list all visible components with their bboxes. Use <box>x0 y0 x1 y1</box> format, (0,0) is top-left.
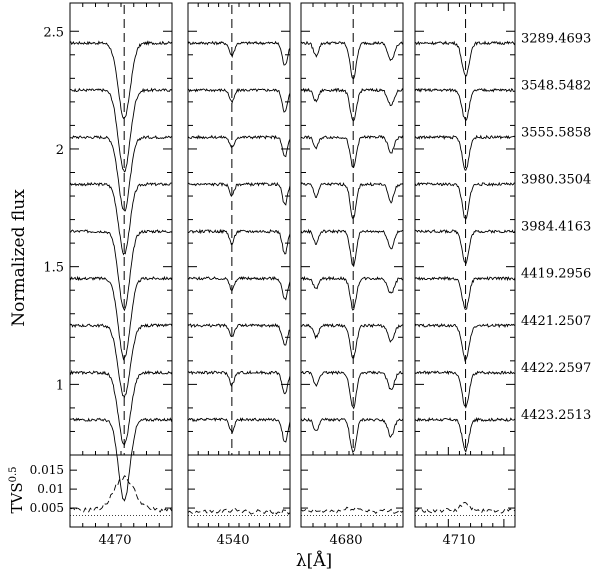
tvs-curve-4470 <box>69 475 173 513</box>
spectrum-3289.4693-4710 <box>414 40 516 78</box>
spectrum-3555.5858-4680 <box>300 135 404 168</box>
spectrum-4419.2956-4540 <box>187 276 291 301</box>
y-tick-label: 2 <box>56 143 64 158</box>
tvs-curve-4710 <box>414 501 516 514</box>
y-tick-label: 2.5 <box>43 25 64 40</box>
spectrum-4419.2956-4470 <box>69 275 173 361</box>
x-tick-label-4680: 4680 <box>329 533 362 548</box>
tvs-frame-4710 <box>414 454 516 528</box>
spectrum-3555.5858-4470 <box>69 135 173 212</box>
tvs-curve-4680 <box>300 506 404 514</box>
tvs-frame-4680 <box>300 454 404 528</box>
spectrum-3980.3504-4680 <box>300 181 404 220</box>
spectrum-4419.2956-4680 <box>300 275 404 311</box>
spectrum-3984.4163-4680 <box>300 228 404 268</box>
spectrum-4421.2507-4470 <box>69 323 173 399</box>
tvs-frame-4470 <box>69 454 173 528</box>
tvs-frame-4540 <box>187 454 291 528</box>
epoch-label: 3548.5482 <box>521 78 591 93</box>
spectrum-3555.5858-4540 <box>187 134 291 158</box>
tvs-y-tick-label: 0.01 <box>37 482 64 496</box>
epoch-label: 3289.4693 <box>521 31 591 46</box>
epoch-label: 3984.4163 <box>521 220 591 235</box>
spectrum-3984.4163-4470 <box>70 229 173 312</box>
panel-frame-4710 <box>414 2 516 456</box>
spectrum-3289.4693-4680 <box>300 40 404 80</box>
spectrum-4421.2507-4710 <box>414 322 516 362</box>
spectrum-3980.3504-4540 <box>187 181 291 206</box>
tvs-y-tick-label: 0.005 <box>30 501 64 515</box>
tvs-y-tick-label: 0.015 <box>30 463 64 477</box>
x-tick-label-4710: 4710 <box>442 533 475 548</box>
panels-group: 4470 4540 4680 4710 2.5 2 1.5 1 0.015 0.01 0.005 <box>30 2 516 548</box>
spectrum-3548.5482-4470 <box>69 87 173 173</box>
epoch-label: 4419.2956 <box>521 267 591 282</box>
spectrum-4422.2597-4540 <box>187 370 291 395</box>
spectrum-3548.5482-4540 <box>187 87 291 113</box>
spectrum-3984.4163-4710 <box>414 229 516 266</box>
spectrum-4422.2597-4680 <box>300 370 404 410</box>
spectrum-3548.5482-4710 <box>414 87 516 122</box>
spectrum-3980.3504-4470 <box>69 181 173 256</box>
spectrum-4422.2597-4470 <box>69 369 173 446</box>
tvs-curve-4540 <box>187 507 291 515</box>
spectrum-3289.4693-4470 <box>69 40 173 120</box>
spectrum-4423.2513-4680 <box>300 417 404 453</box>
epoch-label: 4423.2513 <box>521 408 591 423</box>
spectrum-4423.2513-4540 <box>187 417 291 443</box>
tvs-label-exponent: 0.5 <box>8 466 19 482</box>
y-tick-label: 1.5 <box>43 261 64 276</box>
y-axis-label-tvs: TVS0.5 <box>8 466 26 513</box>
panel-frame-4680 <box>300 2 404 456</box>
x-tick-label-4540: 4540 <box>216 533 249 548</box>
epoch-label: 4422.2597 <box>521 361 591 376</box>
spectrum-4423.2513-4710 <box>414 416 516 453</box>
epoch-labels: 3289.4693 3548.5482 3555.5858 3980.3504 3984… <box>521 31 591 423</box>
spectrum-4422.2597-4710 <box>414 370 516 409</box>
spectrum-3555.5858-4710 <box>414 134 516 171</box>
epoch-label: 4421.2507 <box>521 314 591 329</box>
y-tick-label: 1 <box>56 378 64 393</box>
spectrum-4423.2513-4470 <box>69 417 173 502</box>
spectrum-3980.3504-4710 <box>414 181 516 220</box>
tvs-label-text: TVS <box>8 482 26 513</box>
epoch-label: 3980.3504 <box>521 173 591 188</box>
panel-frame-4540 <box>187 2 291 456</box>
spectrum-3984.4163-4540 <box>187 228 291 255</box>
x-tick-label-4470: 4470 <box>98 533 131 548</box>
spectrum-4421.2507-4680 <box>300 323 404 359</box>
spectrum-3289.4693-4540 <box>187 40 291 66</box>
x-axis-label: λ[Å] <box>296 550 332 571</box>
spectrum-3548.5482-4680 <box>300 87 404 122</box>
epoch-label: 3555.5858 <box>521 125 591 140</box>
spectrum-4421.2507-4540 <box>187 322 291 346</box>
y-axis-label-normalized-flux: Normalized flux <box>9 189 29 327</box>
spectrum-4419.2956-4710 <box>414 275 516 310</box>
